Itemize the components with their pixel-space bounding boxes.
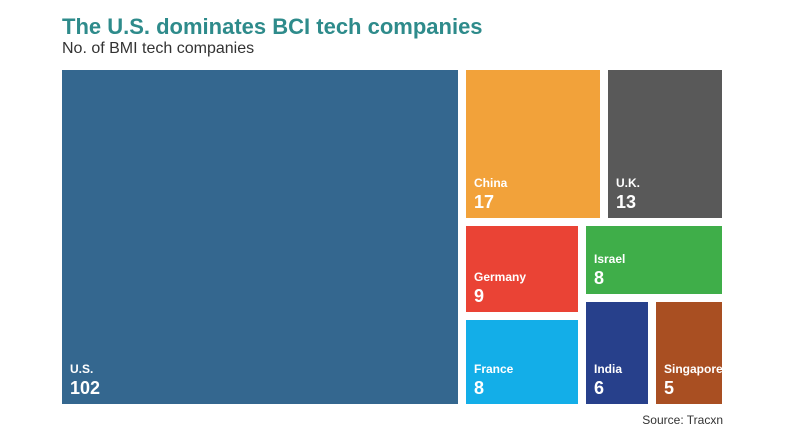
tile-value: 9 (474, 286, 485, 306)
tile-value: 5 (664, 378, 675, 398)
tile-label: Israel (594, 252, 626, 266)
tile-u-k: U.K. 13 (608, 70, 722, 218)
tile-singapore: Singapore 5 (656, 302, 722, 404)
tile-value: 17 (474, 192, 495, 212)
tile-label: China (474, 176, 508, 190)
source-note: Source: Tracxn (642, 413, 723, 427)
tile-value: 102 (70, 378, 101, 398)
tile-label: Singapore (664, 362, 722, 376)
tile-india: India 6 (586, 302, 648, 404)
tile-value: 8 (594, 268, 605, 288)
tile-label: France (474, 362, 514, 376)
tile-france: France 8 (466, 320, 578, 404)
tile-label: U.K. (616, 176, 640, 190)
chart-title: The U.S. dominates BCI tech companies (62, 14, 483, 39)
tile-value: 13 (616, 192, 637, 212)
chart-subtitle: No. of BMI tech companies (62, 40, 255, 57)
tile-china: China 17 (466, 70, 600, 218)
tile-label: U.S. (70, 362, 94, 376)
tile-u-s: U.S. 102 (62, 70, 458, 404)
tile-israel: Israel 8 (586, 226, 722, 294)
tile-value: 8 (474, 378, 485, 398)
tile-label: Germany (474, 270, 527, 284)
tile-value: 6 (594, 378, 605, 398)
tile-germany: Germany 9 (466, 226, 578, 312)
tile-label: India (594, 362, 623, 376)
